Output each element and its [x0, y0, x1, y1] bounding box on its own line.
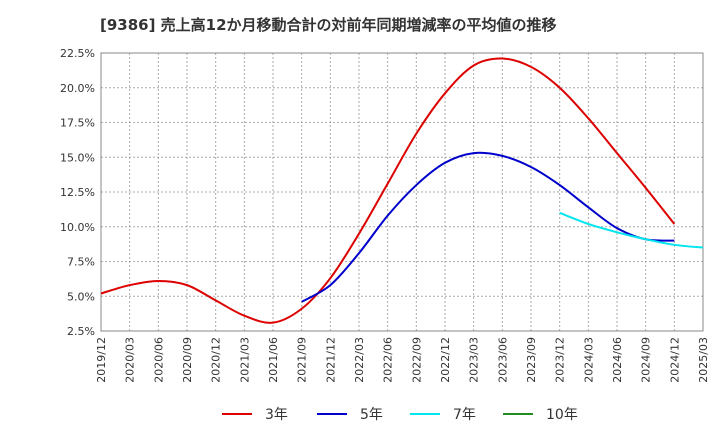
x-tick-label: 2021/12 [324, 337, 337, 383]
x-tick-label: 2020/09 [181, 337, 194, 383]
y-tick-label: 2.5% [67, 325, 95, 338]
x-tick-label: 2023/09 [525, 337, 538, 383]
y-tick-label: 12.5% [60, 186, 95, 199]
x-tick-label: 2025/03 [697, 337, 710, 383]
x-tick-label: 2021/03 [238, 337, 251, 383]
legend-label-1: 3年 [265, 407, 288, 423]
x-tick-label: 2022/12 [439, 337, 452, 383]
x-tick-label: 2023/03 [468, 337, 481, 383]
series-line-2 [301, 151, 675, 303]
legend-label-4: 10年 [546, 407, 578, 423]
plot-frame [100, 52, 704, 332]
x-tick-label: 2021/09 [296, 337, 309, 383]
series-line-3 [559, 211, 704, 249]
x-tick-label: 2024/09 [640, 337, 653, 383]
x-tick-label: 2024/03 [582, 337, 595, 383]
x-tick-label: 2022/06 [382, 337, 395, 383]
y-tick-label: 15.0% [60, 151, 95, 164]
x-tick-label: 2024/12 [668, 337, 681, 383]
y-tick-label: 20.0% [60, 82, 95, 95]
x-tick-label: 2022/09 [410, 337, 423, 383]
x-tick-label: 2020/12 [210, 337, 223, 383]
x-tick-label: 2021/06 [267, 337, 280, 383]
chart-title: [9386] 売上高12か月移動合計の対前年同期増減率の平均値の推移 [100, 16, 557, 34]
legend-label-3: 7年 [453, 407, 476, 423]
x-tick-label: 2023/12 [554, 337, 567, 383]
x-tick-label: 2020/03 [124, 337, 137, 383]
x-tick-label: 2022/03 [353, 337, 366, 383]
x-tick-label: 2024/06 [611, 337, 624, 383]
legend-label-2: 5年 [360, 407, 383, 423]
x-tick-label: 2019/12 [95, 337, 108, 383]
x-tick-label: 2020/06 [152, 337, 165, 383]
y-tick-label: 17.5% [60, 117, 95, 130]
y-tick-label: 5.0% [67, 290, 95, 303]
y-tick-label: 22.5% [60, 47, 95, 60]
y-tick-label: 10.0% [60, 221, 95, 234]
x-tick-label: 2023/06 [496, 337, 509, 383]
series-line-1 [100, 57, 676, 324]
y-tick-label: 7.5% [67, 256, 95, 269]
